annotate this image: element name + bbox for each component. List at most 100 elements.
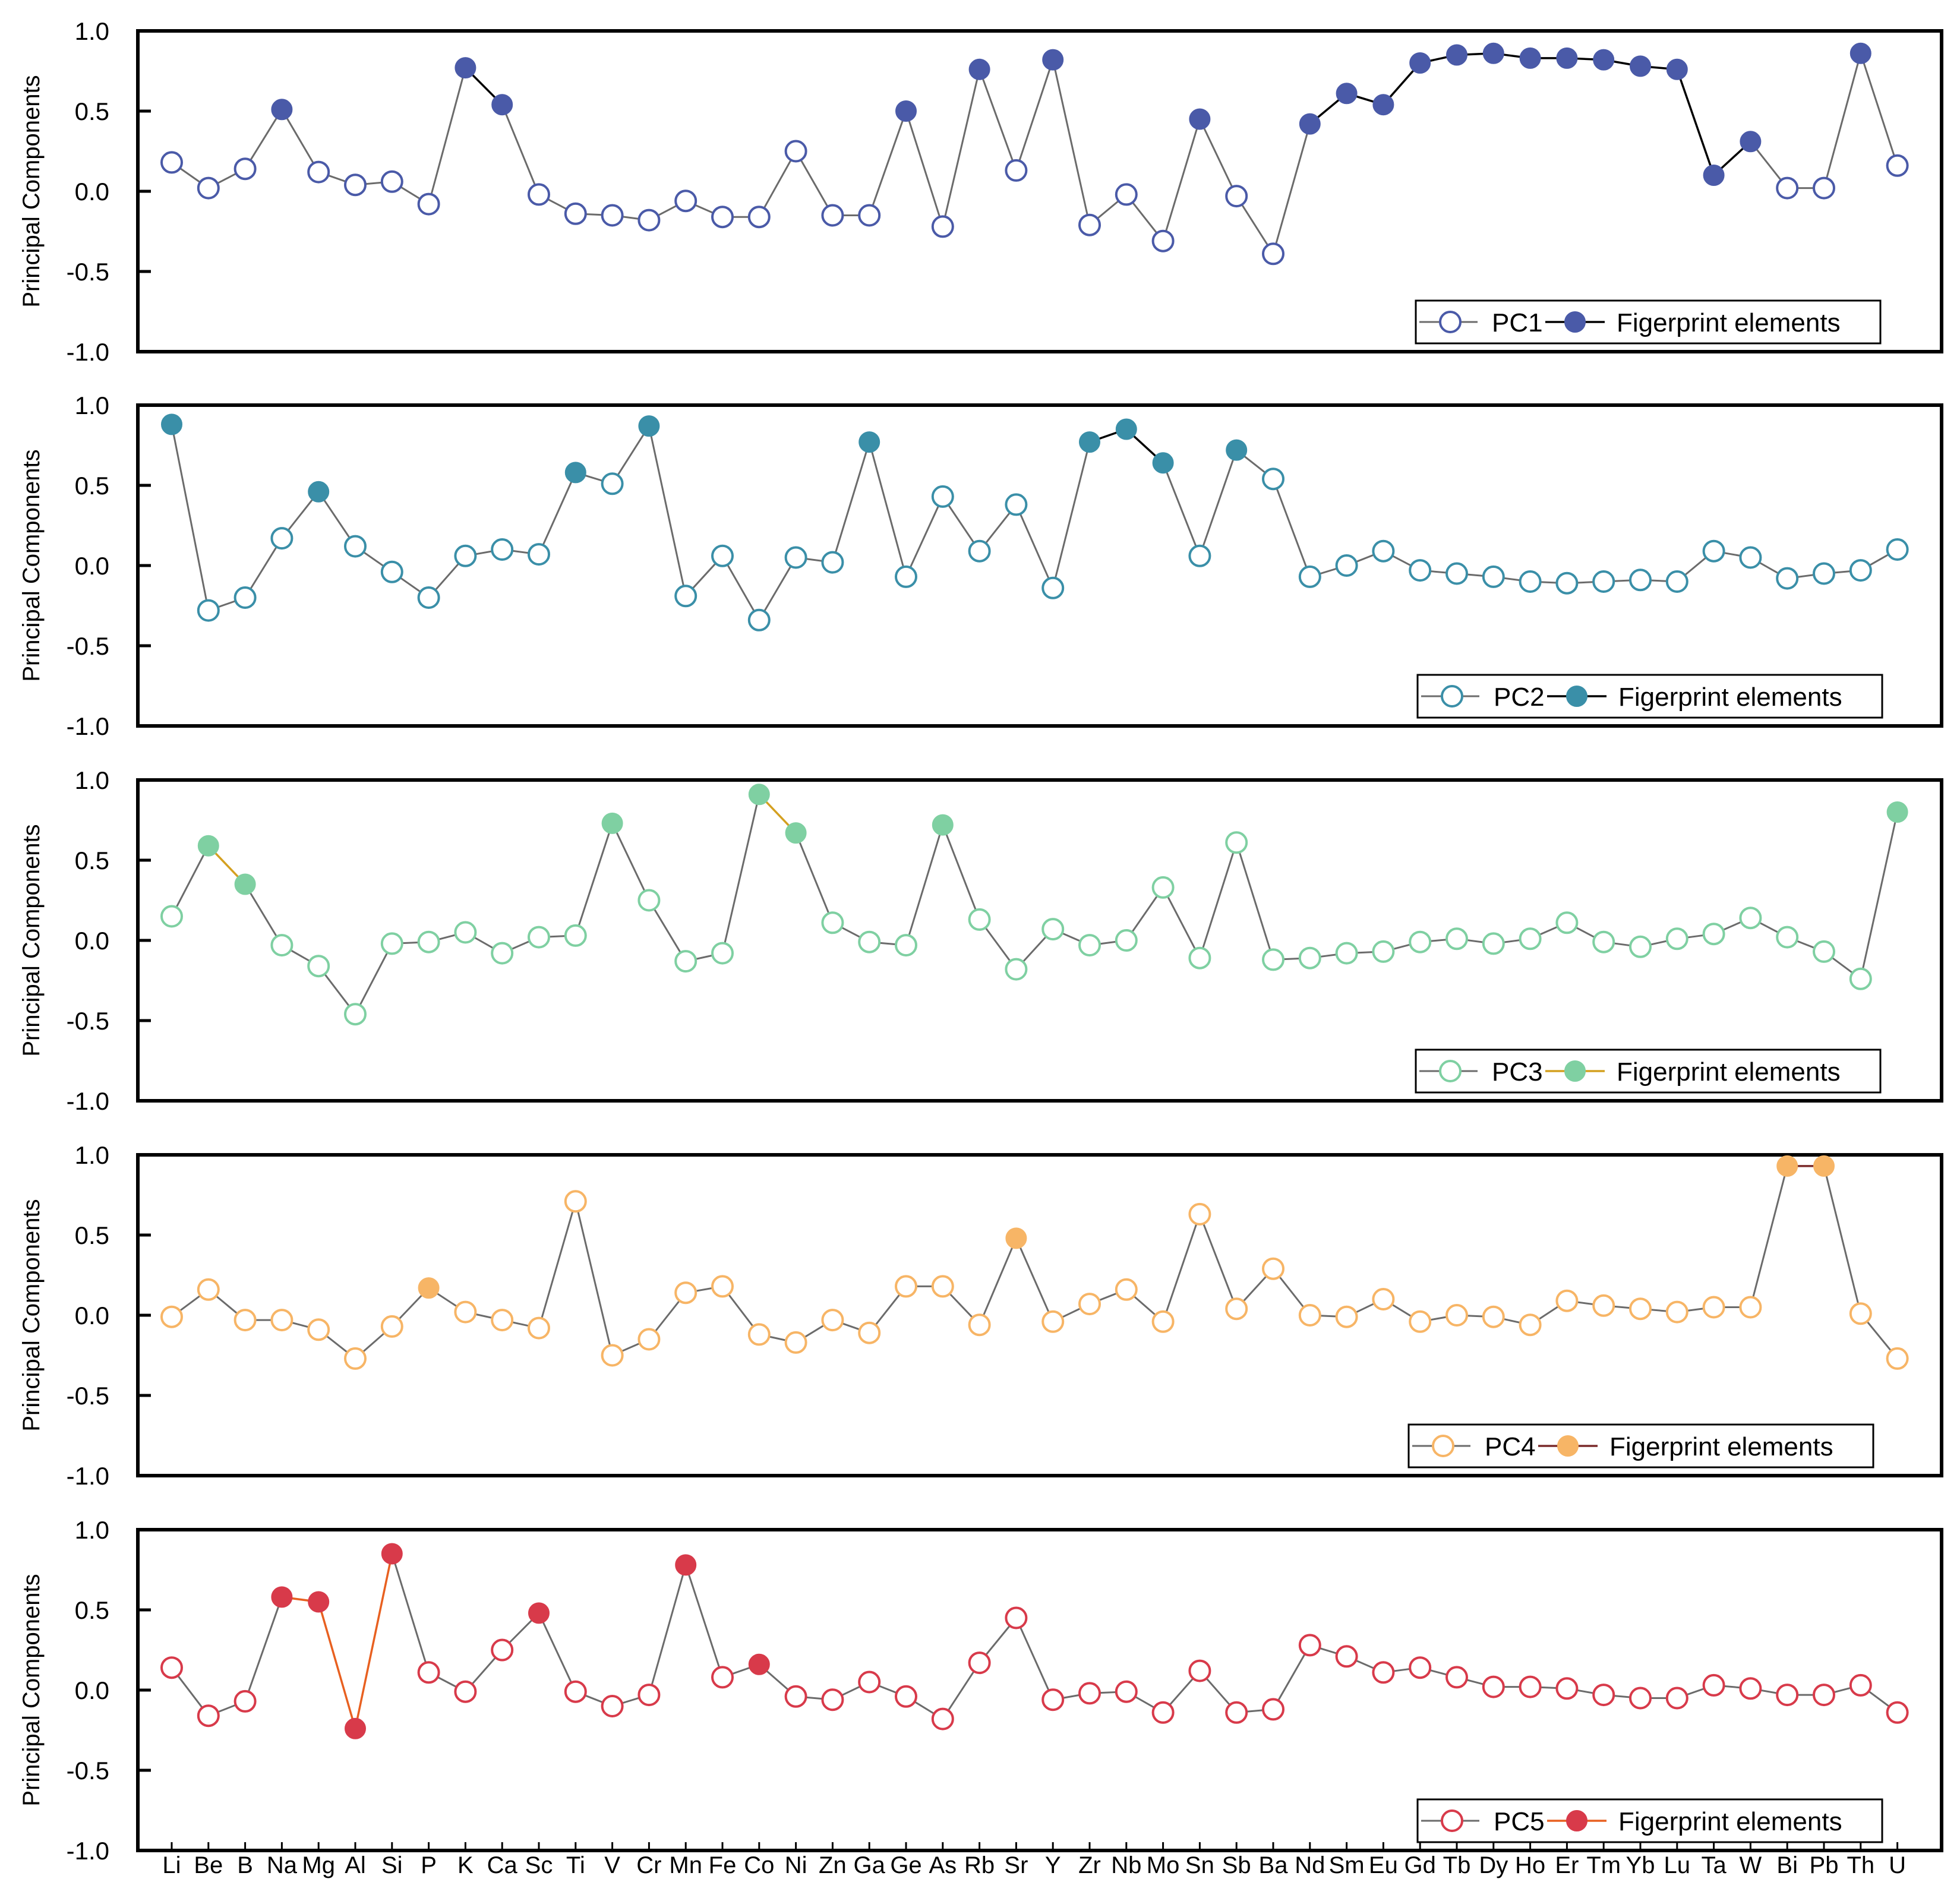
point-tm xyxy=(1592,930,1615,953)
point-tm xyxy=(1592,570,1615,593)
point-yb xyxy=(1629,935,1652,958)
series-segment xyxy=(1823,1166,1862,1314)
y-axis-title: Principal Components xyxy=(18,449,45,681)
point-tb xyxy=(1445,927,1468,950)
series-segment xyxy=(1162,119,1201,242)
point-na xyxy=(270,1309,293,1332)
point-w xyxy=(1739,1296,1762,1319)
point-k xyxy=(454,1680,477,1703)
series-segment xyxy=(1199,1214,1238,1309)
y-axis-title: Principal Components xyxy=(18,75,45,307)
point-si xyxy=(380,560,403,583)
point-rb xyxy=(968,908,991,931)
point-cr xyxy=(637,1684,661,1707)
fingerprint-point-co xyxy=(748,1653,770,1675)
series-segment xyxy=(1823,53,1862,188)
point-er xyxy=(1555,571,1579,595)
point-mn xyxy=(674,1281,697,1305)
point-eu xyxy=(1372,940,1395,963)
legend-fingerprint-label: Figerprint elements xyxy=(1618,1807,1842,1836)
series-segment xyxy=(648,425,687,596)
fingerprint-point-zr xyxy=(1079,431,1100,453)
point-mo xyxy=(1151,876,1175,899)
series-segment xyxy=(721,794,760,953)
y-tick-label: 0.0 xyxy=(75,1302,109,1329)
series-segment xyxy=(1015,1237,1054,1322)
fingerprint-point-bi xyxy=(1776,1155,1798,1177)
series-segment xyxy=(611,425,650,485)
series-segment xyxy=(538,1201,577,1329)
point-sn xyxy=(1188,544,1211,567)
point-er xyxy=(1555,1289,1579,1312)
point-mg xyxy=(307,955,330,978)
series-segment xyxy=(575,1201,614,1356)
x-tick-label-sm: Sm xyxy=(1329,1852,1365,1878)
point-sc xyxy=(528,183,550,206)
point-cr xyxy=(637,1328,661,1351)
point-u xyxy=(1886,1347,1909,1370)
series-segment xyxy=(575,823,614,936)
point-u xyxy=(1886,538,1909,561)
point-mo xyxy=(1151,229,1175,252)
y-tick-label: -0.5 xyxy=(67,632,109,660)
point-ni xyxy=(784,1685,807,1708)
point-as xyxy=(931,1707,954,1730)
point-ba xyxy=(1262,242,1284,266)
point-k xyxy=(454,1300,477,1324)
x-tick-label-zn: Zn xyxy=(819,1852,847,1878)
x-tick-label-sc: Sc xyxy=(525,1852,553,1878)
legend: PC5 Figerprint elements xyxy=(1416,1798,1883,1843)
point-bi xyxy=(1776,1684,1799,1707)
series-segment xyxy=(281,109,320,173)
point-gd xyxy=(1409,1656,1432,1679)
point-nb xyxy=(1115,1278,1138,1301)
point-nd xyxy=(1298,565,1321,588)
x-axis: Li Be B Na Mg Al Si P K Ca Sc Ti V Cr Mn Fe Co Ni Zn Ga Ge As… xyxy=(162,1842,1906,1878)
fingerprint-point-ti xyxy=(564,462,586,484)
x-tick-label-bi: Bi xyxy=(1776,1852,1798,1878)
series-segment xyxy=(905,496,944,577)
point-as xyxy=(931,1275,954,1298)
legend-fingerprint-marker xyxy=(1564,1060,1586,1082)
point-cr xyxy=(637,209,661,232)
legend-box xyxy=(1416,1798,1883,1843)
legend-series-marker xyxy=(1439,1060,1462,1082)
series-segment xyxy=(1198,450,1238,557)
legend-fingerprint-label: Figerprint elements xyxy=(1609,1432,1833,1461)
series-segment xyxy=(868,441,907,577)
fingerprint-point-ga xyxy=(859,431,880,453)
fingerprint-point-co xyxy=(748,784,770,806)
series-segment xyxy=(942,825,980,920)
series-segment xyxy=(1235,195,1274,255)
y-tick-label: 0.0 xyxy=(75,552,109,580)
y-tick-label: 0.5 xyxy=(75,472,109,500)
point-w xyxy=(1739,907,1762,930)
legend-series-label: PC2 xyxy=(1494,683,1545,712)
legend-series-marker xyxy=(1441,685,1463,708)
point-th xyxy=(1849,1302,1872,1325)
x-tick-label-ba: Ba xyxy=(1259,1852,1289,1878)
x-tick-label-ga: Ga xyxy=(854,1852,886,1878)
x-tick-label-si: Si xyxy=(381,1852,403,1878)
point-dy xyxy=(1482,1305,1505,1328)
y-tick-label: -1.0 xyxy=(67,712,109,740)
x-tick-label-sn: Sn xyxy=(1185,1852,1214,1878)
fingerprint-point-th xyxy=(1849,42,1871,64)
point-ta xyxy=(1702,1673,1725,1697)
fingerprint-point-gd xyxy=(1409,52,1431,74)
fingerprint-point-tm xyxy=(1593,49,1615,71)
x-tick-label-ni: Ni xyxy=(785,1852,807,1878)
point-b xyxy=(233,586,257,609)
point-sc xyxy=(528,543,550,566)
legend-box xyxy=(1415,299,1882,345)
point-mg xyxy=(307,1318,330,1341)
y-tick-label: -0.5 xyxy=(67,1007,109,1035)
point-sn xyxy=(1188,946,1211,969)
fingerprint-point-y xyxy=(1042,49,1064,71)
legend: PC3 Figerprint elements xyxy=(1415,1049,1882,1094)
point-pb xyxy=(1813,176,1835,200)
x-tick-label-mo: Mo xyxy=(1147,1852,1180,1878)
y-tick-label: -1.0 xyxy=(67,1087,109,1115)
fingerprint-point-sr xyxy=(1005,1227,1027,1249)
series-segment xyxy=(648,899,687,962)
